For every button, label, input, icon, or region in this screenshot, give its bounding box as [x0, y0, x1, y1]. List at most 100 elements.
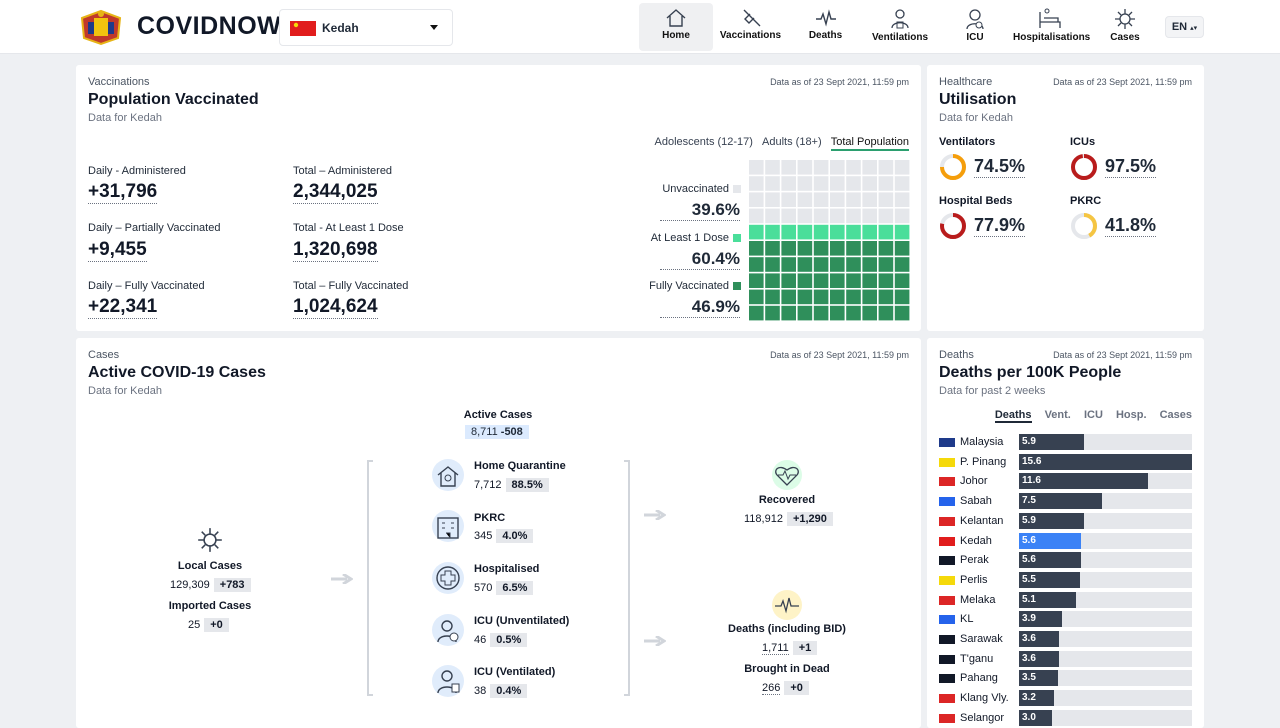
legend-value[interactable]: 39.6% — [660, 200, 740, 221]
recovered-label: Recovered — [758, 494, 816, 506]
deaths-row[interactable]: Kelantan 5.9 — [939, 512, 1192, 529]
state-stat[interactable]: 345 4.0% — [474, 529, 534, 543]
waffle-cell-unvaccinated — [749, 192, 764, 207]
deaths-row[interactable]: Malaysia 5.9 — [939, 434, 1192, 450]
util-label: PKRC — [1070, 195, 1102, 207]
util-value[interactable]: 97.5% — [1105, 156, 1157, 178]
deaths-row[interactable]: Klang Vly. 3.2 — [939, 690, 1192, 707]
bracket-left — [367, 460, 373, 696]
local-cases-stat[interactable]: 129,309 +783 — [170, 578, 251, 592]
deaths-row[interactable]: Perak 5.6 — [939, 552, 1192, 569]
state-stat[interactable]: 46 0.5% — [474, 633, 528, 647]
deaths-row[interactable]: Kedah 5.6 — [939, 532, 1192, 549]
waffle-cell-full — [765, 241, 780, 256]
tab-hosp[interactable]: Hosp. — [1115, 409, 1147, 421]
bar-value: 3.2 — [1022, 692, 1036, 704]
waffle-cell-unvaccinated — [781, 176, 796, 191]
waffle-cell-partial — [781, 224, 796, 240]
deaths-row[interactable]: T'ganu 3.6 — [939, 650, 1192, 667]
bar-value: 3.0 — [1022, 711, 1036, 723]
legend-value[interactable]: 46.9% — [660, 297, 740, 318]
sort-arrows-icon: ▴▾ — [1190, 25, 1198, 32]
deaths-row[interactable]: Sabah 7.5 — [939, 493, 1192, 510]
waffle-cell-full — [894, 257, 910, 272]
tab-vent[interactable]: Vent. — [1044, 409, 1071, 421]
bar-value: 3.5 — [1022, 672, 1036, 684]
legend-label: Unvaccinated — [662, 183, 729, 195]
brought-in-dead-stat[interactable]: 266 +0 — [762, 681, 809, 695]
metric-value[interactable]: +31,796 — [88, 181, 158, 204]
util-value[interactable]: 77.9% — [974, 215, 1026, 237]
waffle-cell-full — [765, 257, 780, 272]
legend-value[interactable]: 60.4% — [660, 249, 740, 270]
nav-icu[interactable]: ICU — [955, 3, 995, 51]
waffle-cell-unvaccinated — [862, 208, 877, 224]
util-value[interactable]: 74.5% — [974, 156, 1026, 178]
waffle-cell-full — [846, 289, 861, 305]
recovered-stat[interactable]: 118,912 +1,290 — [744, 512, 833, 526]
util-value[interactable]: 41.8% — [1105, 215, 1157, 237]
bar-value: 15.6 — [1022, 455, 1042, 467]
language-selector[interactable]: EN ▴▾ — [1165, 16, 1204, 38]
nav-deaths[interactable]: Deaths — [798, 3, 853, 51]
active-cases-delta: -508 — [500, 426, 523, 438]
nav-vaccinations[interactable]: Vaccinations — [716, 3, 785, 51]
tab-icu[interactable]: ICU — [1083, 409, 1103, 421]
waffle-cell-unvaccinated — [830, 176, 845, 191]
recovered-value: 118,912 — [744, 513, 783, 525]
metric-value[interactable]: +22,341 — [88, 296, 158, 319]
bar-track: 5.5 — [1019, 571, 1192, 588]
deaths-row[interactable]: Melaka 5.1 — [939, 591, 1192, 608]
deaths-row[interactable]: KL 3.9 — [939, 611, 1192, 628]
waffle-cell-full — [862, 273, 877, 288]
tab-adolescents[interactable]: Adolescents (12-17) — [654, 136, 753, 148]
waffle-cell-unvaccinated — [781, 160, 796, 175]
brand-title[interactable]: COVIDNOW — [137, 12, 282, 40]
tab-deaths[interactable]: Deaths — [994, 409, 1032, 423]
metric-value[interactable]: 2,344,025 — [293, 181, 378, 204]
waffle-cell-unvaccinated — [862, 192, 877, 207]
section-label: Cases — [88, 349, 120, 361]
metric-value[interactable]: 1,320,698 — [293, 239, 378, 262]
waffle-cell-full — [846, 241, 861, 256]
state-stat[interactable]: 7,712 88.5% — [474, 478, 549, 492]
healthcare-card: Healthcare Utilisation Data for Kedah Da… — [927, 65, 1204, 331]
deaths-row[interactable]: Johor 11.6 — [939, 473, 1192, 490]
nav-cases[interactable]: Cases — [1105, 3, 1145, 51]
home-icon — [666, 9, 686, 27]
metric-value[interactable]: 1,024,624 — [293, 296, 378, 319]
waffle-cell-unvaccinated — [894, 160, 910, 175]
active-cases-value-box[interactable]: 8,711 -508 — [465, 425, 529, 439]
state-stat[interactable]: 38 0.4% — [474, 684, 528, 698]
state-name: P. Pinang — [960, 455, 1007, 468]
deaths-row[interactable]: P. Pinang 15.6 — [939, 453, 1192, 470]
nav-hospitalisations[interactable]: Hospitalisations — [1013, 3, 1090, 51]
waffle-cell-full — [862, 289, 877, 305]
deaths-row[interactable]: Sarawak 3.6 — [939, 631, 1192, 647]
imported-cases-stat[interactable]: 25 +0 — [188, 618, 229, 632]
state-stat[interactable]: 570 6.5% — [474, 581, 534, 595]
tab-total-population[interactable]: Total Population — [830, 136, 909, 151]
waffle-cell-full — [878, 305, 894, 321]
state-flag-icon — [939, 615, 955, 625]
nav-home[interactable]: Home — [639, 3, 713, 51]
deaths-row[interactable]: Pahang 3.5 — [939, 670, 1192, 687]
ring-fill — [940, 154, 966, 180]
state-selector[interactable]: Kedah — [279, 9, 453, 46]
as-of-date: Data as of 23 Sept 2021, 11:59 pm — [770, 77, 909, 87]
nav-ventilations[interactable]: Ventilations — [870, 3, 930, 51]
deaths-row[interactable]: Selangor 3.0 — [939, 709, 1192, 726]
tab-cases[interactable]: Cases — [1159, 409, 1192, 421]
bar-value: 5.6 — [1022, 534, 1036, 546]
deaths-stat[interactable]: 1,711 +1 — [762, 641, 818, 655]
waffle-cell-full — [846, 257, 861, 272]
metric-value[interactable]: +9,455 — [88, 239, 147, 262]
waffle-cell-unvaccinated — [830, 160, 845, 175]
icu-icon — [966, 9, 984, 30]
card-subtitle: Data for past 2 weeks — [939, 385, 1046, 397]
population-tabs: Adolescents (12-17) Adults (18+) Total P… — [649, 136, 909, 151]
coat-of-arms-logo[interactable] — [76, 8, 126, 46]
waffle-cell-full — [781, 257, 796, 272]
tab-adults[interactable]: Adults (18+) — [762, 136, 822, 148]
deaths-row[interactable]: Perlis 5.5 — [939, 571, 1192, 588]
